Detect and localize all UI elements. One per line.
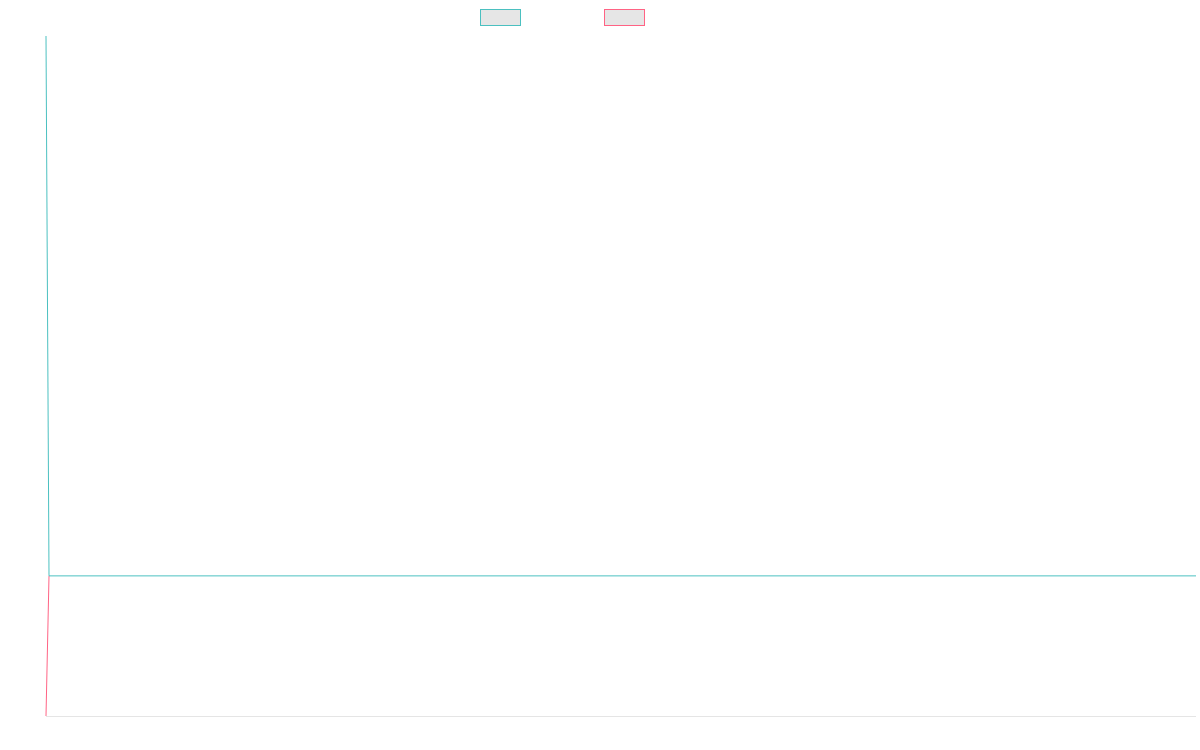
series-line-2: [45, 575, 50, 717]
legend-item-series-2[interactable]: [604, 9, 651, 26]
series-line-1: [45, 35, 50, 576]
legend-swatch-series-1: [480, 9, 521, 26]
legend: [0, 0, 1200, 36]
legend-item-series-1[interactable]: [480, 9, 527, 26]
legend-swatch-series-2: [604, 9, 645, 26]
series-layer: [45, 35, 1196, 717]
